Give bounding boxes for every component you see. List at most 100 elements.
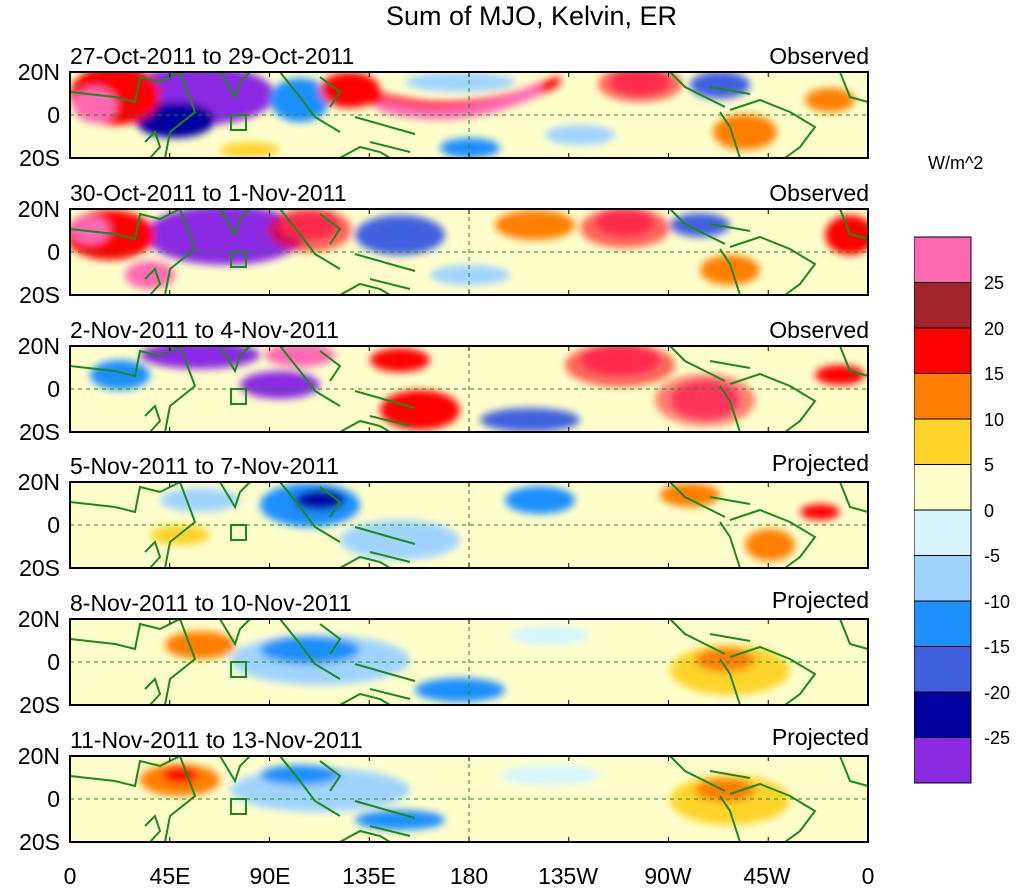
colorbar-swatch (914, 327, 972, 374)
lon-label-90w: 90W (644, 863, 692, 889)
panel-4-lat-0: 0 (47, 512, 60, 538)
panel-2-coast-africa (69, 207, 197, 296)
panel-4-coast-central-america (669, 481, 726, 518)
panel-6-coast-south-america (719, 782, 817, 843)
panel-5-coast-africa (69, 617, 197, 706)
panel-1-coast-australia (339, 145, 391, 159)
colorbar-label-10: 10 (984, 410, 1005, 430)
panel-6-coast-caribbean (709, 770, 751, 779)
colorbar-label-neg20: -20 (984, 683, 1011, 703)
panel-3-lat-0: 0 (47, 376, 60, 402)
panel-4-date-range: 5-Nov-2011 to 7-Nov-2011 (70, 453, 339, 479)
lon-label-135w: 135W (537, 863, 599, 889)
panel-6-coast-central-america (669, 755, 726, 792)
panel-2-region-box (230, 251, 247, 268)
panel-1-coast-caribbean (709, 86, 751, 95)
colorbar-swatch (914, 282, 972, 329)
panel-4-coast-west-africa (839, 481, 869, 513)
panel-3-coast-india (219, 345, 251, 374)
panel-5-lat-20s: 20S (19, 692, 60, 718)
panel-4-coast-india (219, 481, 251, 510)
panel-3-lat-20n: 20N (17, 333, 60, 359)
lon-label-0: 0 (63, 863, 77, 889)
panel-1-lat-20s: 20S (19, 145, 60, 171)
panel-3-date-range: 2-Nov-2011 to 4-Nov-2011 (70, 317, 339, 343)
panel-5-coast-india (219, 618, 251, 647)
panel-6-coast-australia (339, 829, 391, 843)
panel-4-coast-australia (339, 555, 391, 569)
panel-3-coast-madagascar (144, 404, 162, 433)
panel-3-lat-20s: 20S (19, 419, 60, 445)
panel-1-coast-central-america (669, 71, 726, 108)
panel-3-coast-africa (69, 344, 197, 433)
panel-2-date-range: 30-Oct-2011 to 1-Nov-2011 (70, 180, 347, 206)
panel-5-status: Projected (771, 587, 869, 613)
panel-6-coast-maritime (279, 755, 416, 837)
colorbar-swatch (914, 600, 972, 647)
colorbar-label-neg15: -15 (984, 637, 1011, 657)
panel-2-status: Observed (769, 180, 869, 206)
panel-2-coast-madagascar (144, 267, 162, 296)
lon-label-135e: 135E (342, 863, 396, 889)
lon-label-180: 180 (449, 863, 489, 889)
panel-2-coast-west-africa (839, 208, 869, 240)
panel-6-date-range: 11-Nov-2011 to 13-Nov-2011 (70, 727, 363, 753)
colorbar-swatch (914, 555, 972, 602)
panel-6-coast-africa (69, 754, 197, 843)
panel-1-lat-20n: 20N (17, 59, 60, 85)
panel-5-coast-central-america (669, 618, 726, 655)
lon-label-90e: 90E (249, 863, 291, 889)
panel-3-coast-caribbean (709, 360, 751, 369)
colorbar-label-neg25: -25 (984, 728, 1011, 748)
panel-5-lat-0: 0 (47, 649, 60, 675)
panel-5-region-box (230, 661, 247, 678)
panel-3-region-box (230, 388, 247, 405)
panel-5-lat-20n: 20N (17, 606, 60, 632)
panel-6-lat-20n: 20N (17, 743, 60, 769)
panel-2-coast-central-america (669, 208, 726, 245)
panel-1-coast-south-america (719, 98, 817, 159)
panel-5-coast-south-america (719, 645, 817, 706)
map-title: Sum of MJO, Kelvin, ER (385, 1, 678, 31)
colorbar (914, 236, 972, 784)
panel-1-region-box (230, 114, 247, 131)
panel-4-region-box (230, 524, 247, 541)
panel-2-lat-20s: 20S (19, 282, 60, 308)
colorbar-swatch (914, 373, 972, 420)
panel-2-coast-caribbean (709, 223, 751, 232)
colorbar-label-25: 25 (984, 273, 1005, 293)
panel-4-coast-madagascar (144, 540, 162, 569)
panel-6-region-box (230, 798, 247, 815)
colorbar-swatch (914, 737, 972, 784)
panel-5-coast-madagascar (144, 677, 162, 706)
colorbar-label-neg5: -5 (984, 546, 1001, 566)
panel-1-lat-0: 0 (47, 102, 60, 128)
panel-5-coast-australia (339, 692, 391, 706)
colorbar-swatch (914, 236, 972, 283)
panel-2-lat-20n: 20N (17, 196, 60, 222)
colorbar-label-neg10: -10 (984, 592, 1011, 612)
panel-5-date-range: 8-Nov-2011 to 10-Nov-2011 (70, 590, 352, 616)
colorbar-swatch (914, 418, 972, 465)
panel-4-status: Projected (771, 450, 869, 476)
colorbar-label-0: 0 (984, 501, 995, 521)
panel-1-coast-africa (69, 70, 197, 159)
panel-6-lat-20s: 20S (19, 829, 60, 855)
panel-6-coast-west-africa (839, 755, 869, 787)
panel-4-coast-caribbean (709, 496, 751, 505)
panel-3-coast-west-africa (839, 345, 869, 377)
panel-2-field (70, 209, 868, 295)
panel-1-coast-west-africa (839, 71, 869, 103)
panel-1-coast-madagascar (144, 130, 162, 159)
colorbar-swatch (914, 509, 972, 556)
panel-3-coast-maritime (279, 345, 416, 427)
panel-3-status: Observed (769, 317, 869, 343)
colorbar-label-5: 5 (984, 455, 995, 475)
colorbar-swatch (914, 691, 972, 738)
colorbar-swatch (914, 464, 972, 511)
panel-3-coast-australia (339, 419, 391, 433)
lon-label-0-right: 0 (861, 863, 875, 889)
panel-4-coast-maritime (279, 481, 416, 563)
colorbar-swatch (914, 646, 972, 693)
